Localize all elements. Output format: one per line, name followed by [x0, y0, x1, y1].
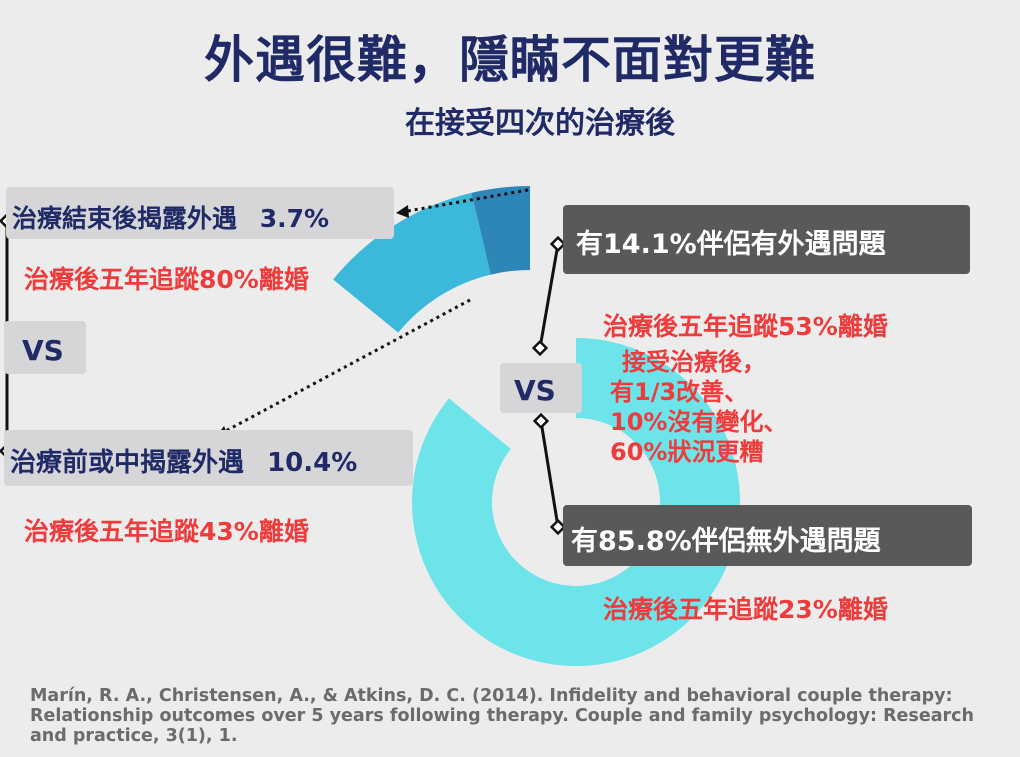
citation-line-1: Marín, R. A., Christensen, A., & Atkins,…	[30, 686, 953, 706]
right-connector-lower	[539, 420, 560, 528]
before-disclosure-label: 治療前或中揭露外遇	[10, 448, 245, 478]
right-node-4	[549, 518, 567, 536]
after-disclosure-box: 治療結束後揭露外遇 3.7%	[6, 187, 394, 239]
before-disclosure-value: 10.4%	[267, 448, 358, 478]
detail-line-2: 有1/3改善、	[610, 378, 749, 406]
page-subtitle: 在接受四次的治療後	[405, 106, 675, 141]
page-title: 外遇很難，隱瞞不面對更難	[204, 31, 816, 89]
affair-treatment-details: 接受治療後， 有1/3改善、 10%沒有變化、 60%狀況更糟	[610, 347, 787, 467]
right-node-2	[531, 339, 549, 357]
after-disclosure-label: 治療結束後揭露外遇	[12, 204, 238, 233]
detail-line-3: 10%沒有變化、	[610, 408, 788, 436]
citation-line-3: and practice, 3(1), 1.	[30, 726, 238, 746]
citation-line-2: Relationship outcomes over 5 years follo…	[30, 706, 974, 726]
no-affair-couples-result: 治療後五年追蹤23%離婚	[603, 595, 888, 624]
donut-chart	[333, 186, 740, 666]
right-node-3	[532, 412, 550, 430]
right-node-1	[549, 235, 567, 253]
after-disclosure-value: 3.7%	[259, 204, 330, 233]
right-vs-badge: VS	[500, 363, 582, 413]
citation: Marín, R. A., Christensen, A., & Atkins,…	[30, 686, 990, 746]
no-affair-couples-box: 有85.8%伴侶無外遇問題	[563, 505, 972, 566]
arrow-before-disclosure	[221, 298, 471, 435]
donut-slice-before-disclosure	[333, 192, 491, 333]
donut-slice-after-disclosure	[471, 186, 530, 275]
affair-couples-result: 治療後五年追蹤53%離婚	[603, 312, 888, 341]
arrow-head-after	[396, 205, 409, 218]
arrow-after-disclosure	[401, 188, 529, 214]
after-disclosure-result: 治療後五年追蹤80%離婚	[24, 265, 309, 294]
donut-slice-no-affair	[412, 338, 740, 666]
right-connector-upper	[538, 243, 560, 349]
detail-line-1: 接受治療後，	[622, 348, 766, 376]
before-disclosure-result: 治療後五年追蹤43%離婚	[24, 517, 309, 546]
left-vs-badge: VS	[4, 321, 86, 374]
before-disclosure-box: 治療前或中揭露外遇 10.4%	[4, 430, 413, 486]
affair-couples-box: 有14.1%伴侶有外遇問題	[563, 205, 970, 274]
detail-line-4: 60%狀況更糟	[610, 438, 764, 466]
